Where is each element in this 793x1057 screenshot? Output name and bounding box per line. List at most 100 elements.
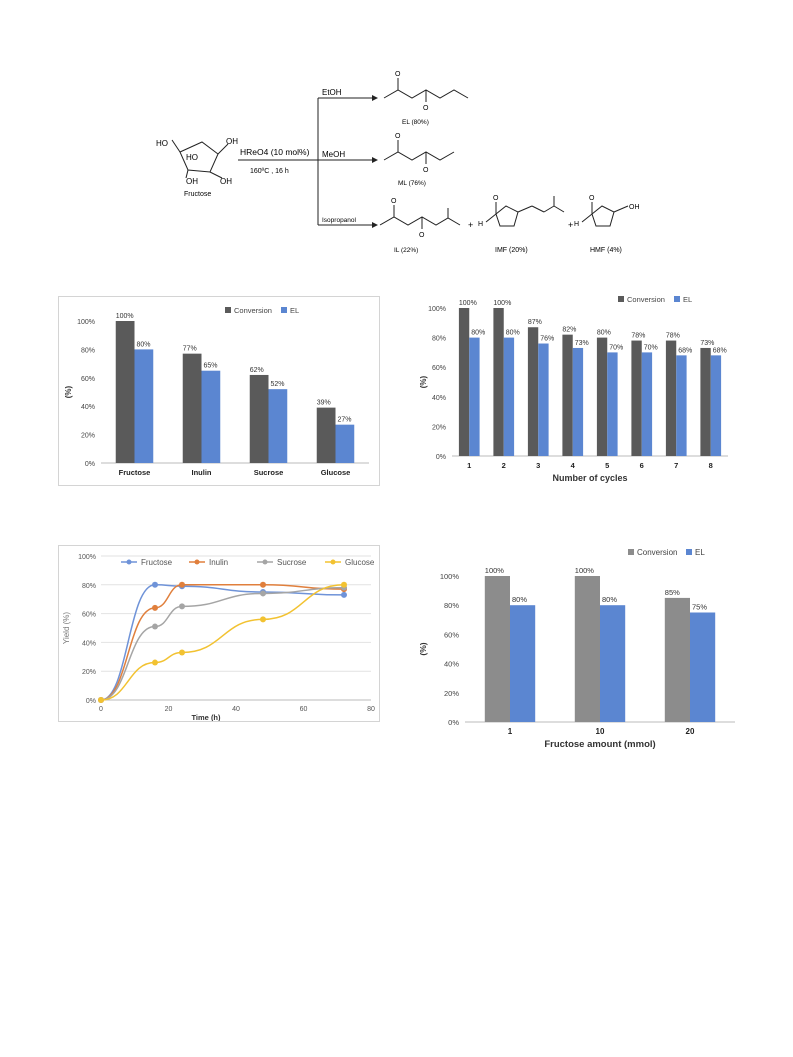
data-label: 82% — [562, 327, 576, 334]
legend-marker-fructose — [126, 559, 132, 565]
data-label: 70% — [609, 344, 623, 351]
data-label: 80% — [471, 330, 485, 337]
plus-sign-1: + — [468, 220, 473, 230]
y-tick-label: 0% — [85, 461, 95, 468]
bar-el-20 — [690, 612, 716, 722]
data-label: 78% — [666, 333, 680, 340]
data-label: 100% — [459, 300, 477, 307]
bar-conversion-glucose — [316, 407, 336, 463]
data-label: 68% — [713, 347, 727, 354]
x-tick-label: 6 — [640, 461, 644, 470]
data-label: 100% — [116, 313, 134, 320]
legend-swatch-conversion — [628, 549, 634, 555]
bar-el-5 — [607, 352, 618, 456]
chart-yield-vs-time-svg: 0% 20% 40% 60% 80% 100% 0 20 40 60 80 Fructose Inuli… — [62, 554, 375, 722]
chart-scale-up-svg: 0% 20% 40% 60% 80% 100% 100% 80% 1 100% 80% 10 85% 75… — [418, 548, 735, 750]
legend-label-conversion: Conversion — [627, 295, 665, 304]
bar-el-8 — [710, 355, 722, 456]
data-label: 27% — [338, 417, 352, 424]
data-label: 85% — [665, 588, 680, 597]
data-label: 80% — [137, 341, 151, 348]
ml-structure — [383, 140, 455, 164]
legend-label-sucrose: Sucrose — [277, 558, 307, 567]
fructose-oh-3: OH — [220, 177, 232, 186]
bar-el-1 — [510, 605, 536, 722]
el-yield: EL (80%) — [402, 119, 429, 126]
arrowhead-meoh — [372, 157, 378, 163]
y-tick-label: 20% — [81, 433, 95, 440]
chart-recycling-svg: 0% 20% 40% 60% 80% 100% 100% 80% 1 100% 80% 2 87% 76%… — [419, 295, 728, 483]
y-tick-label: 60% — [444, 630, 459, 639]
bar-el-7 — [676, 355, 687, 456]
x-tick-label: 20 — [686, 727, 695, 736]
y-tick-label: 40% — [81, 404, 95, 411]
data-point-inulin — [152, 604, 158, 611]
legend-label-el: EL — [695, 548, 705, 557]
data-point-glucose — [98, 697, 104, 703]
data-point-sucrose — [179, 603, 185, 610]
bar-conversion-1 — [484, 576, 510, 722]
data-label: 62% — [250, 367, 264, 374]
data-label: 78% — [631, 333, 645, 340]
y-tick-label: 100% — [440, 572, 460, 581]
data-label: 39% — [317, 400, 331, 407]
y-tick-label: 100% — [78, 554, 96, 561]
bar-conversion-6 — [631, 340, 642, 456]
x-tick-label: Inulin — [192, 468, 212, 477]
legend-swatch-el — [281, 307, 287, 313]
x-axis-label: Fructose amount (mmol) — [544, 739, 655, 750]
x-tick-label: 3 — [536, 461, 540, 470]
bar-conversion-10 — [574, 576, 600, 722]
bar-conversion-inulin — [182, 353, 202, 463]
bar-conversion-sucrose — [249, 374, 269, 463]
x-tick-label: Glucose — [321, 468, 351, 477]
y-axis-label: (%) — [64, 385, 73, 398]
x-axis-label: Number of cycles — [552, 473, 627, 483]
legend-label-el: EL — [290, 306, 299, 315]
ml-o-2: O — [423, 167, 429, 174]
legend-swatch-conversion — [618, 296, 624, 302]
data-label: 73% — [700, 340, 714, 347]
x-tick-label: 0 — [99, 706, 103, 713]
chart-recycling: 0% 20% 40% 60% 80% 100% 100% 80% 1 100% 80% 2 87% 76%… — [412, 290, 732, 490]
legend-swatch-el — [674, 296, 680, 302]
legend-marker-inulin — [194, 559, 200, 565]
y-tick-label: 100% — [428, 306, 446, 313]
imf-yield: IMF (20%) — [495, 247, 528, 254]
il-o-1: O — [391, 198, 397, 205]
y-tick-label: 20% — [444, 689, 459, 698]
x-tick-label: 4 — [571, 461, 576, 470]
bar-conversion-2 — [493, 308, 504, 456]
hmf-h: H — [574, 221, 579, 228]
legend-swatch-el — [686, 549, 692, 555]
data-label: 87% — [528, 319, 542, 326]
data-label: 100% — [485, 566, 505, 575]
solvent-etoh: EtOH — [322, 88, 342, 97]
legend-label-conversion: Conversion — [234, 306, 272, 315]
hmf-oh: OH — [629, 204, 640, 211]
bar-conversion-20 — [664, 597, 690, 722]
bar-el-3 — [538, 343, 549, 456]
el-structure — [383, 78, 469, 102]
y-tick-label: 0% — [86, 698, 96, 705]
data-point-glucose — [152, 659, 158, 666]
data-label: 65% — [204, 363, 218, 370]
data-label: 77% — [183, 346, 197, 353]
ml-yield: ML (76%) — [398, 180, 426, 187]
x-tick-label: 1 — [467, 461, 471, 470]
legend-label-glucose: Glucose — [345, 558, 375, 567]
imf-o: O — [493, 195, 499, 202]
x-tick-label: 8 — [709, 461, 713, 470]
data-point-fructose — [341, 591, 347, 598]
bar-el-10 — [600, 605, 626, 722]
fructose-ho-1: HO — [156, 139, 168, 148]
solvent-meoh: MeOH — [322, 150, 345, 159]
data-point-inulin — [260, 581, 266, 588]
y-tick-label: 20% — [82, 669, 96, 676]
arrowhead-etoh — [372, 95, 378, 101]
y-tick-label: 0% — [448, 718, 459, 727]
data-point-glucose — [179, 649, 185, 656]
imf-structure — [485, 196, 565, 227]
data-point-sucrose — [152, 623, 158, 630]
bar-el-fructose — [134, 349, 154, 463]
